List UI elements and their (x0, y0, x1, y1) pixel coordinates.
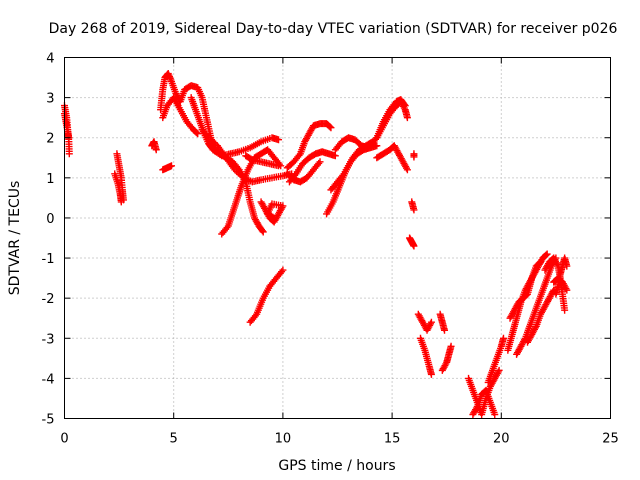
data-point (447, 342, 455, 350)
y-tick-label: 2 (46, 132, 54, 147)
data-point (278, 268, 286, 276)
data-point (152, 146, 160, 154)
data-point (441, 326, 449, 334)
data-point (427, 370, 435, 378)
data-point (275, 162, 283, 170)
data-point (472, 404, 480, 412)
data-point (536, 259, 544, 267)
data-point (401, 102, 409, 110)
y-tick-label: -1 (42, 252, 55, 267)
plot-frame (64, 57, 611, 419)
data-point (491, 410, 499, 418)
data-point (269, 213, 277, 221)
data-point (563, 262, 571, 270)
chart-title: Day 268 of 2019, Sidereal Day-to-day VTE… (49, 21, 618, 37)
x-tick-label: 25 (602, 432, 619, 447)
data-point (427, 318, 435, 326)
data-point (403, 166, 411, 174)
y-tick-label: 0 (46, 212, 54, 227)
data-point (543, 250, 551, 258)
data-point (168, 162, 176, 170)
data-point (193, 129, 201, 137)
x-tick-label: 10 (275, 432, 292, 447)
grid (64, 57, 611, 419)
x-tick-label: 15 (384, 432, 401, 447)
data-point (295, 151, 303, 159)
data-point (203, 132, 211, 140)
data-point (410, 242, 418, 250)
data-point (117, 198, 125, 206)
y-tick-label: -5 (42, 413, 55, 428)
data-point (372, 135, 380, 143)
data-point (400, 100, 408, 108)
data-point (315, 159, 323, 167)
data-point (331, 152, 339, 160)
data-point (251, 312, 259, 320)
data-point (259, 228, 267, 236)
x-tick-label: 5 (170, 432, 178, 447)
data-point (327, 124, 335, 132)
data-point (561, 306, 569, 314)
data-point (494, 368, 502, 376)
data-point (542, 251, 550, 259)
data-point (403, 164, 411, 172)
y-tick-label: 4 (46, 52, 54, 67)
x-axis-label: GPS time / hours (278, 458, 395, 474)
data-point (247, 155, 255, 163)
data-point (234, 164, 242, 172)
data-point (410, 153, 418, 161)
data-point (339, 171, 347, 179)
data-point (442, 360, 450, 368)
data-point (270, 214, 278, 222)
data-point (531, 324, 539, 332)
data-point (65, 150, 73, 158)
data-point (537, 258, 545, 266)
x-axis-ticks: 0 5 10 15 20 25 (60, 57, 619, 447)
y-tick-label: -4 (42, 372, 55, 387)
data-point (258, 227, 266, 235)
data-point (499, 334, 507, 342)
y-axis-label: SDTVAR / TECUs (7, 181, 23, 296)
data-point (275, 136, 283, 144)
y-tick-label: -2 (42, 292, 55, 307)
data-point (562, 285, 570, 293)
data-point (403, 114, 411, 122)
data-point (373, 142, 381, 150)
data-point (194, 130, 202, 138)
data-point (427, 320, 435, 328)
x-tick-label: 20 (493, 432, 510, 447)
data-point (326, 123, 334, 131)
data-point (316, 158, 324, 166)
data-point (495, 366, 503, 374)
data-point (279, 266, 287, 274)
y-axis-ticks: -5 -4 -3 -2 -1 0 1 2 3 4 (42, 52, 611, 428)
x-tick-label: 0 (60, 432, 68, 447)
y-tick-label: 1 (46, 172, 54, 187)
data-point (223, 224, 231, 232)
data-point (563, 286, 571, 294)
y-tick-label: 3 (46, 92, 54, 107)
data-points (61, 70, 571, 418)
data-point (410, 206, 418, 214)
y-tick-label: -3 (42, 332, 55, 347)
